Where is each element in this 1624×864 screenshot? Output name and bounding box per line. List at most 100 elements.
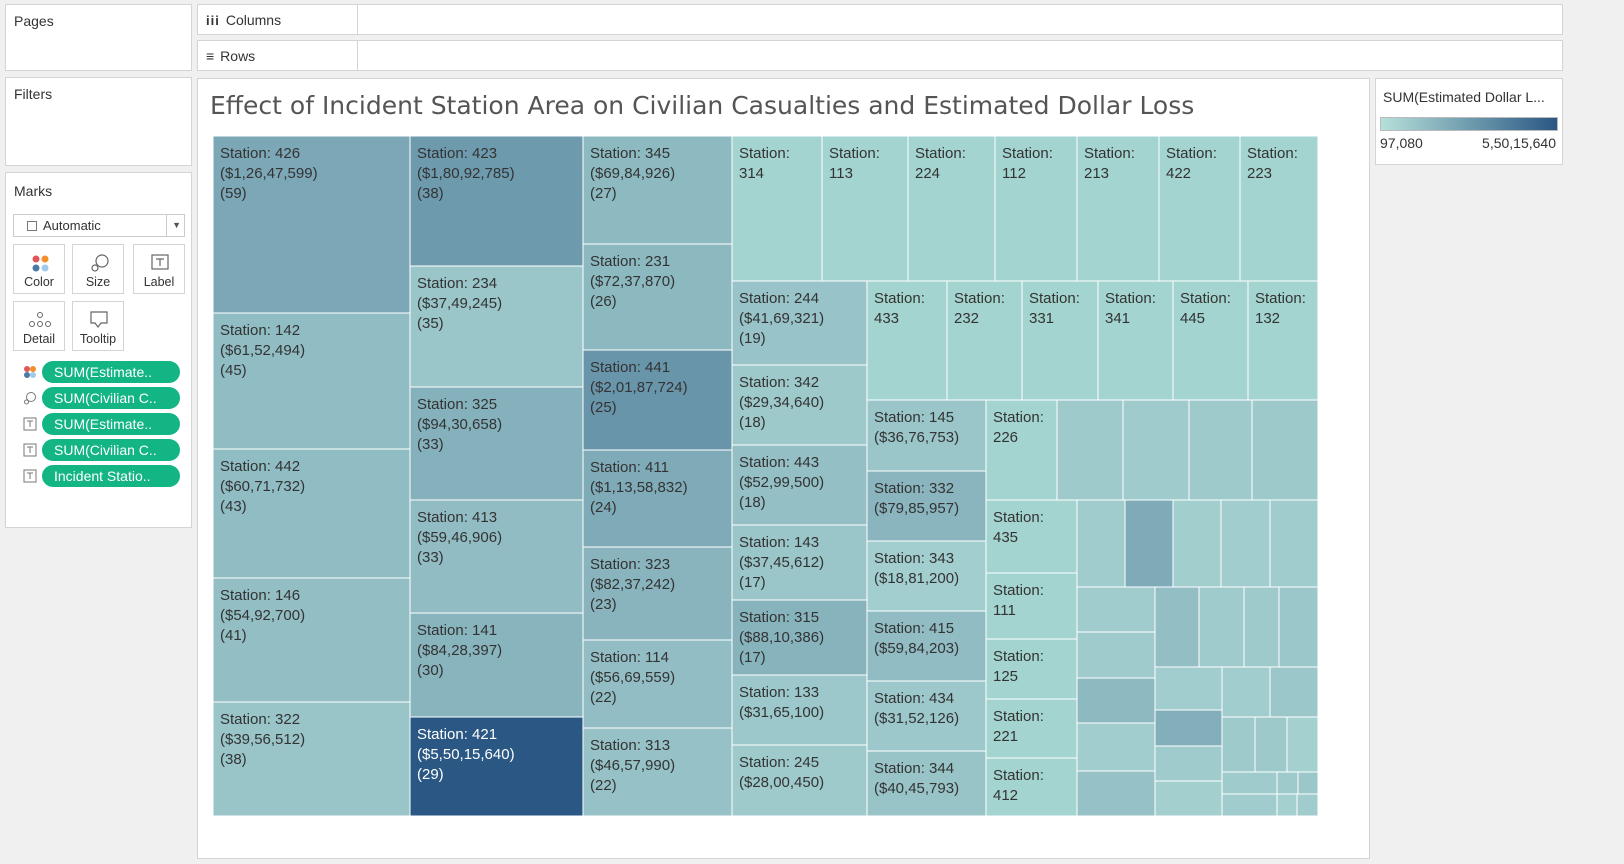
treemap-cell[interactable]: [731, 444, 868, 526]
treemap-cell[interactable]: [1076, 135, 1160, 282]
treemap-tile[interactable]: Station: 245 ($28,00,450): [731, 744, 868, 817]
treemap-cell[interactable]: [1056, 399, 1124, 501]
treemap-cell[interactable]: [1276, 793, 1298, 817]
treemap-tile[interactable]: Station: 331: [1021, 280, 1099, 401]
treemap-tile[interactable]: Station: 341: [1097, 280, 1174, 401]
treemap-cell[interactable]: [1076, 631, 1156, 679]
treemap-cell[interactable]: [985, 399, 1058, 501]
treemap-cell[interactable]: [1154, 666, 1223, 711]
treemap-cell[interactable]: [1172, 499, 1222, 588]
treemap-tile[interactable]: Station: 332 ($79,85,957): [866, 470, 987, 542]
treemap-tile[interactable]: Station: 423 ($1,80,92,785) (38): [409, 135, 584, 267]
treemap-cell[interactable]: [1276, 771, 1299, 795]
treemap-tile[interactable]: Station: 434 ($31,52,126): [866, 680, 987, 752]
treemap-tile[interactable]: Station: 143 ($37,45,612) (17): [731, 524, 868, 601]
treemap-tile[interactable]: Station: 226: [985, 399, 1058, 501]
treemap-cell[interactable]: [731, 674, 868, 746]
treemap-cell[interactable]: [1278, 586, 1319, 668]
label-pill-casualties[interactable]: SUM(Civilian C..: [42, 439, 180, 461]
treemap-cell[interactable]: [409, 716, 584, 817]
treemap-tile[interactable]: Station: 421 ($5,50,15,640) (29): [409, 716, 584, 817]
treemap-cell[interactable]: [866, 680, 987, 752]
treemap-cell[interactable]: [1122, 399, 1190, 501]
treemap-cell[interactable]: [1220, 499, 1271, 588]
treemap-cell[interactable]: [1269, 666, 1319, 718]
treemap-tile[interactable]: Station: 133 ($31,65,100): [731, 674, 868, 746]
treemap-tile[interactable]: Station: 343 ($18,81,200): [866, 540, 987, 612]
treemap-cell[interactable]: [1297, 771, 1319, 795]
treemap-cell[interactable]: [582, 639, 733, 729]
chevron-down-icon[interactable]: ▼: [166, 215, 181, 236]
treemap-cell[interactable]: [1221, 716, 1256, 773]
treemap-tile[interactable]: Station: 224: [907, 135, 996, 282]
treemap-cell[interactable]: [409, 499, 584, 614]
treemap-tile[interactable]: Station: 145 ($36,76,753): [866, 399, 987, 472]
treemap-cell[interactable]: [582, 135, 733, 245]
treemap-tile[interactable]: Station: 223: [1239, 135, 1319, 282]
treemap-tile[interactable]: Station: 113: [821, 135, 909, 282]
treemap-tile[interactable]: Station: 132: [1247, 280, 1319, 401]
treemap-cell[interactable]: [1286, 716, 1319, 773]
treemap-cell[interactable]: [1247, 280, 1319, 401]
color-button[interactable]: Color: [13, 244, 65, 294]
treemap-cell[interactable]: [821, 135, 909, 282]
treemap-cell[interactable]: [1296, 793, 1319, 817]
treemap-tile[interactable]: Station: 146 ($54,92,700) (41): [212, 577, 411, 703]
treemap-cell[interactable]: [1172, 280, 1249, 401]
treemap-tile[interactable]: Station: 315 ($88,10,386) (17): [731, 599, 868, 676]
mark-type-select[interactable]: Automatic ▼: [13, 214, 185, 237]
treemap-tile[interactable]: Station: 342 ($29,34,640) (18): [731, 364, 868, 446]
treemap-tile[interactable]: Station: 232: [946, 280, 1023, 401]
label-pill-loss[interactable]: SUM(Estimate..: [42, 413, 180, 435]
treemap-cell[interactable]: [946, 280, 1023, 401]
treemap-cell[interactable]: [1124, 499, 1174, 588]
treemap-tile[interactable]: Station: 112: [994, 135, 1078, 282]
label-pill-station[interactable]: Incident Statio..: [42, 465, 180, 487]
treemap-tile[interactable]: Station: 141 ($84,28,397) (30): [409, 612, 584, 718]
treemap-cell[interactable]: [985, 572, 1078, 640]
treemap-tile[interactable]: Station: 323 ($82,37,242) (23): [582, 546, 733, 641]
label-button[interactable]: Label: [133, 244, 185, 294]
treemap-cell[interactable]: [1021, 280, 1099, 401]
treemap-cell[interactable]: [731, 524, 868, 601]
treemap-tile[interactable]: Station: 435: [985, 499, 1078, 574]
legend-gradient[interactable]: [1380, 117, 1558, 131]
columns-shelf[interactable]: iii Columns: [197, 4, 1563, 35]
treemap-tile[interactable]: Station: 433: [866, 280, 948, 401]
treemap-tile[interactable]: Station: 234 ($37,49,245) (35): [409, 265, 584, 388]
treemap-cell[interactable]: [409, 386, 584, 501]
pages-shelf[interactable]: Pages: [5, 4, 192, 71]
treemap-cell[interactable]: [582, 349, 733, 451]
treemap-cell[interactable]: [731, 599, 868, 676]
treemap-tile[interactable]: Station: 221: [985, 698, 1078, 759]
treemap-cell[interactable]: [1076, 722, 1156, 772]
treemap-cell[interactable]: [1076, 770, 1156, 817]
treemap-cell[interactable]: [994, 135, 1078, 282]
treemap-tile[interactable]: Station: 213: [1076, 135, 1160, 282]
treemap-cell[interactable]: [1221, 666, 1271, 718]
treemap-cell[interactable]: [731, 364, 868, 446]
treemap-tile[interactable]: Station: 412: [985, 757, 1078, 817]
treemap-cell[interactable]: [1239, 135, 1319, 282]
treemap-cell[interactable]: [582, 243, 733, 351]
treemap-cell[interactable]: [985, 757, 1078, 817]
treemap-cell[interactable]: [1221, 793, 1278, 817]
rows-shelf[interactable]: ≡ Rows: [197, 40, 1563, 71]
treemap-tile[interactable]: Station: 325 ($94,30,658) (33): [409, 386, 584, 501]
treemap-cell[interactable]: [1243, 586, 1280, 668]
treemap-cell[interactable]: [731, 744, 868, 817]
treemap-tile[interactable]: Station: 422: [1158, 135, 1241, 282]
treemap-cell[interactable]: [409, 612, 584, 718]
treemap-tile[interactable]: Station: 413 ($59,46,906) (33): [409, 499, 584, 614]
size-pill[interactable]: SUM(Civilian C..: [42, 387, 180, 409]
treemap-cell[interactable]: [1154, 709, 1223, 747]
treemap-cell[interactable]: [1154, 586, 1200, 668]
treemap-tile[interactable]: Station: 111: [985, 572, 1078, 640]
treemap-cell[interactable]: [1254, 716, 1288, 773]
treemap-cell[interactable]: [866, 280, 948, 401]
color-pill[interactable]: SUM(Estimate..: [42, 361, 180, 383]
treemap-tile[interactable]: Station: 322 ($39,56,512) (38): [212, 701, 411, 817]
treemap-cell[interactable]: [1221, 771, 1278, 795]
treemap-cell[interactable]: [212, 135, 411, 314]
treemap-cell[interactable]: [1076, 499, 1126, 588]
